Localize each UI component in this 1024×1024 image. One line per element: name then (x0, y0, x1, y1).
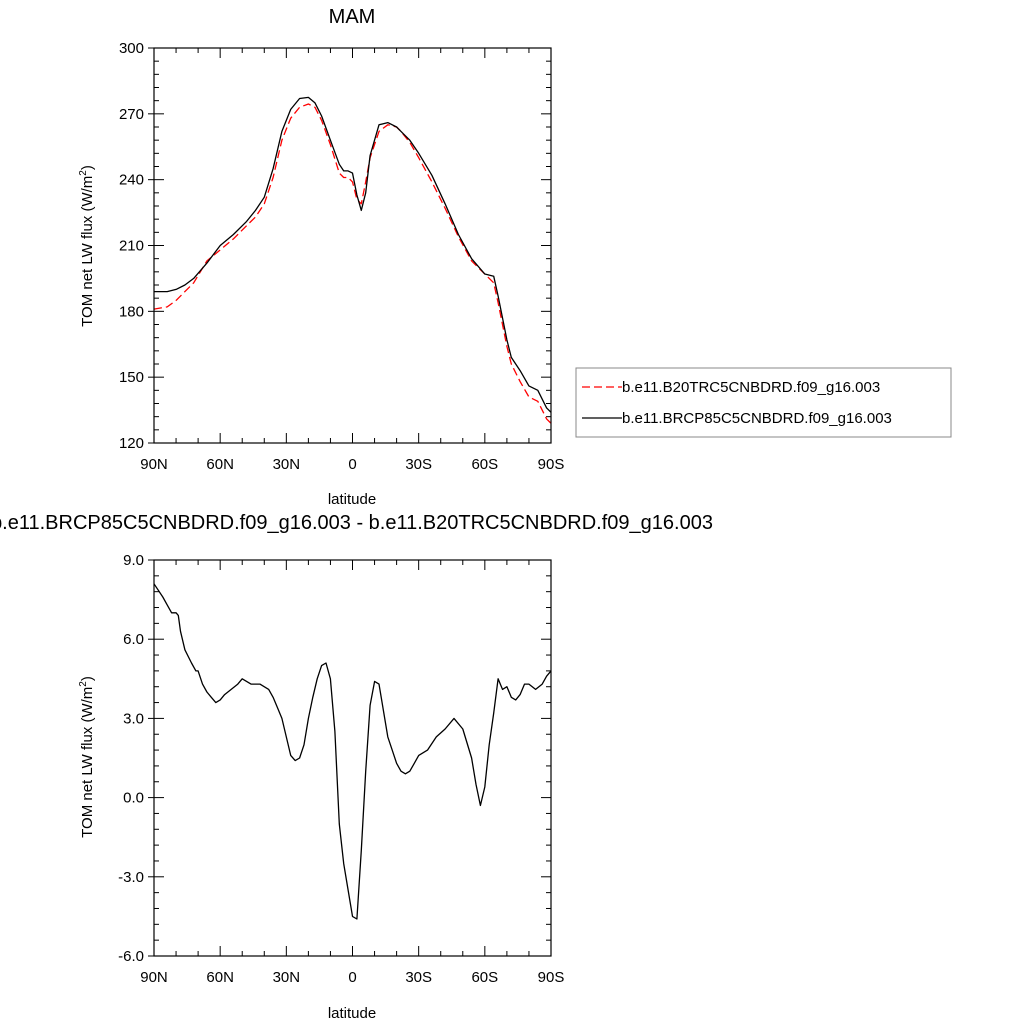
x-tick-label: 30S (405, 456, 432, 473)
x-axis-label: latitude (328, 1005, 376, 1022)
panel-mam: MAM TOM net LW flux (W/m2) latitude 90N 6… (78, 6, 952, 508)
legend: b.e11.B20TRC5CNBDRD.f09_g16.003 b.e11.BR… (575, 367, 952, 438)
y-tick-label: 300 (119, 40, 144, 57)
x-tick-label: 60N (206, 456, 234, 473)
y-axis-label-text: TOM net LW flux (W/m (79, 687, 96, 838)
x-tick-label: 90S (538, 456, 565, 473)
y-tick-label: 9.0 (123, 552, 144, 569)
y-tick-label: 6.0 (123, 631, 144, 648)
plot-frame (153, 47, 552, 444)
y-tick-label: 120 (119, 435, 144, 452)
x-tick-label: 90N (140, 456, 168, 473)
legend-label-brcp85: b.e11.BRCP85C5CNBDRD.f09_g16.003 (622, 410, 892, 427)
y-axis-label: TOM net LW flux (W/m2) (78, 165, 96, 327)
series-line-difference (153, 583, 552, 920)
x-tick-label: 30N (273, 969, 301, 986)
x-tick-label: 60S (471, 456, 498, 473)
svg-text:TOM net LW flux (W/m2): TOM net LW flux (W/m2) (78, 165, 96, 327)
series-line-b20trc (153, 103, 552, 424)
chart-title-difference: b.e11.BRCP85C5CNBDRD.f09_g16.003 - b.e11… (0, 512, 713, 534)
x-tick-label: 30S (405, 969, 432, 986)
series-lines (153, 96, 552, 424)
y-tick-label: 0.0 (123, 790, 144, 807)
y-tick-label: 150 (119, 369, 144, 386)
y-tick-label: -6.0 (118, 948, 144, 965)
y-tick-label: 270 (119, 106, 144, 123)
x-tick-label: 60S (471, 969, 498, 986)
plot-frame (153, 559, 552, 957)
y-axis-label-close: ) (79, 676, 96, 681)
series-lines (153, 583, 552, 920)
legend-box (575, 367, 952, 438)
axes-ticks (148, 559, 552, 957)
y-axis-label-text: TOM net LW flux (W/m (79, 176, 96, 327)
axes-ticks (148, 47, 552, 444)
tick-labels: 90N 60N 30N 0 30S 60S 90S 120 150 180 210 240 270 300 (119, 40, 564, 473)
panel-difference: b.e11.BRCP85C5CNBDRD.f09_g16.003 - b.e11… (0, 512, 713, 1022)
y-axis-label: TOM net LW flux (W/m2) (78, 676, 96, 838)
y-axis-label-superscript: 2 (78, 681, 89, 687)
y-tick-label: 180 (119, 303, 144, 320)
y-tick-label: 240 (119, 172, 144, 189)
y-tick-label: 210 (119, 238, 144, 255)
series-line-brcp85 (154, 96, 552, 413)
y-tick-label: -3.0 (118, 869, 144, 886)
x-tick-label: 0 (348, 456, 356, 473)
x-tick-label: 60N (206, 969, 234, 986)
x-tick-label: 90N (140, 969, 168, 986)
y-axis-label-superscript: 2 (78, 170, 89, 176)
tick-labels: 90N 60N 30N 0 30S 60S 90S -6.0 -3.0 0.0 3.0 6.0 9.0 (118, 552, 564, 986)
x-tick-label: 30N (273, 456, 301, 473)
y-tick-label: 3.0 (123, 710, 144, 727)
y-axis-label-close: ) (79, 165, 96, 170)
x-tick-label: 0 (348, 969, 356, 986)
x-axis-label: latitude (328, 491, 376, 508)
svg-text:TOM net LW flux (W/m2): TOM net LW flux (W/m2) (78, 676, 96, 838)
legend-label-b20trc: b.e11.B20TRC5CNBDRD.f09_g16.003 (622, 379, 880, 396)
chart-title-mam: MAM (329, 6, 376, 28)
x-tick-label: 90S (538, 969, 565, 986)
